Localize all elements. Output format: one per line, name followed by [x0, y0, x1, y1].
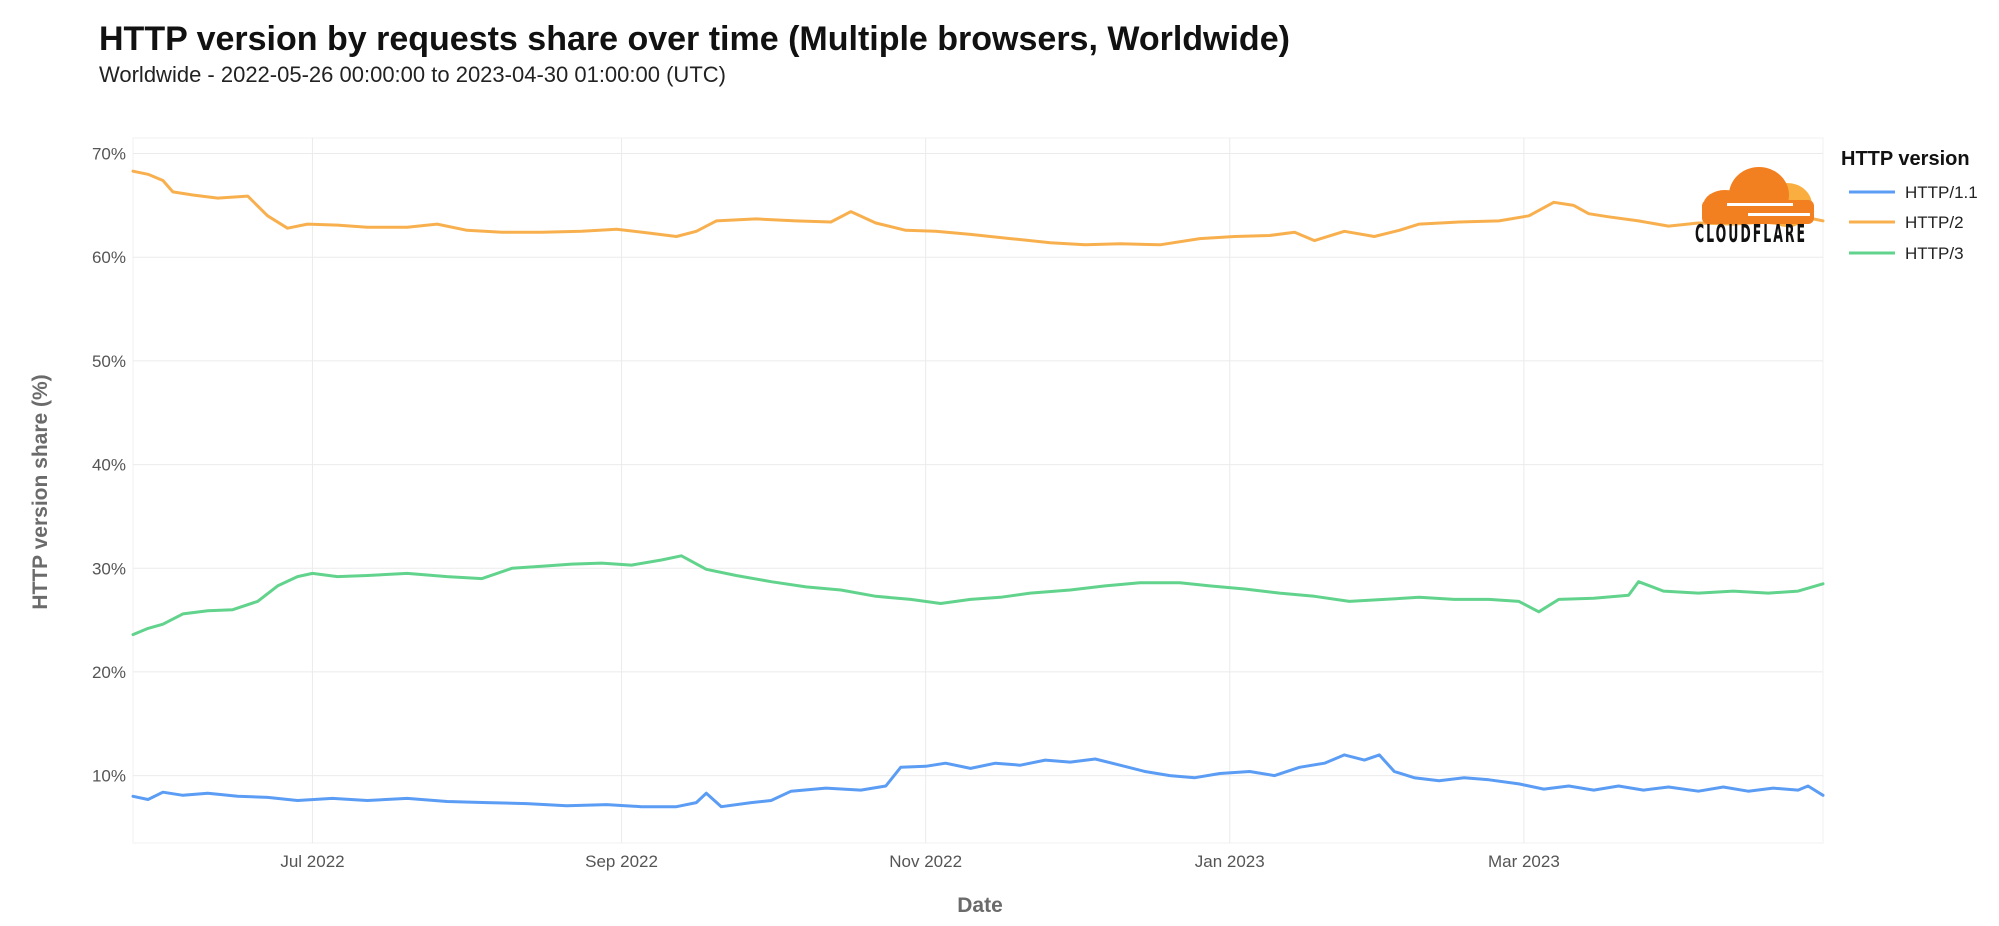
x-tick-label: Nov 2022	[889, 852, 962, 871]
legend-label-http11: HTTP/1.1	[1905, 183, 1978, 202]
chart-title: HTTP version by requests share over time…	[99, 20, 1290, 58]
y-tick-label: 70%	[92, 145, 126, 164]
series-line-http3[interactable]	[131, 554, 1825, 637]
x-tick-label: Sep 2022	[585, 852, 658, 871]
y-tick-label: 20%	[92, 663, 126, 682]
legend-label-http2: HTTP/2	[1905, 213, 1964, 232]
legend-item-http11[interactable]: HTTP/1.1	[1849, 183, 1978, 202]
x-axis-ticks: Jul 2022 Sep 2022 Nov 2022 Jan 2023 Mar 2023	[280, 852, 1559, 871]
x-tick-label: Jan 2023	[1195, 852, 1265, 871]
y-tick-label: 30%	[92, 559, 126, 578]
y-axis-ticks: 10% 20% 30% 40% 50% 60% 70%	[92, 145, 126, 786]
legend-item-http2[interactable]: HTTP/2	[1849, 213, 1964, 232]
y-tick-label: 50%	[92, 352, 126, 371]
series-lines	[131, 169, 1825, 809]
chart-subtitle: Worldwide - 2022-05-26 00:00:00 to 2023-…	[99, 62, 726, 87]
legend: HTTP version HTTP/1.1 HTTP/2 HTTP/3	[1841, 148, 1978, 263]
grid-lines	[132, 137, 1824, 844]
logo-text: CLOUDFLARE	[1695, 219, 1807, 248]
x-tick-label: Mar 2023	[1488, 852, 1560, 871]
y-tick-label: 60%	[92, 248, 126, 267]
series-line-http2[interactable]	[131, 169, 1825, 247]
cloudflare-logo: CLOUDFLARE	[1695, 167, 1814, 248]
series-line-http11[interactable]	[131, 753, 1825, 809]
x-axis-title: Date	[957, 894, 1003, 917]
legend-label-http3: HTTP/3	[1905, 244, 1964, 263]
legend-title: HTTP version	[1841, 148, 1970, 170]
x-tick-label: Jul 2022	[280, 852, 344, 871]
y-tick-label: 10%	[92, 767, 126, 786]
y-tick-label: 40%	[92, 456, 126, 475]
plot-area	[132, 137, 1824, 844]
legend-item-http3[interactable]: HTTP/3	[1849, 244, 1964, 263]
y-axis-title: HTTP version share (%)	[29, 374, 52, 609]
cloud-icon	[1702, 167, 1814, 227]
